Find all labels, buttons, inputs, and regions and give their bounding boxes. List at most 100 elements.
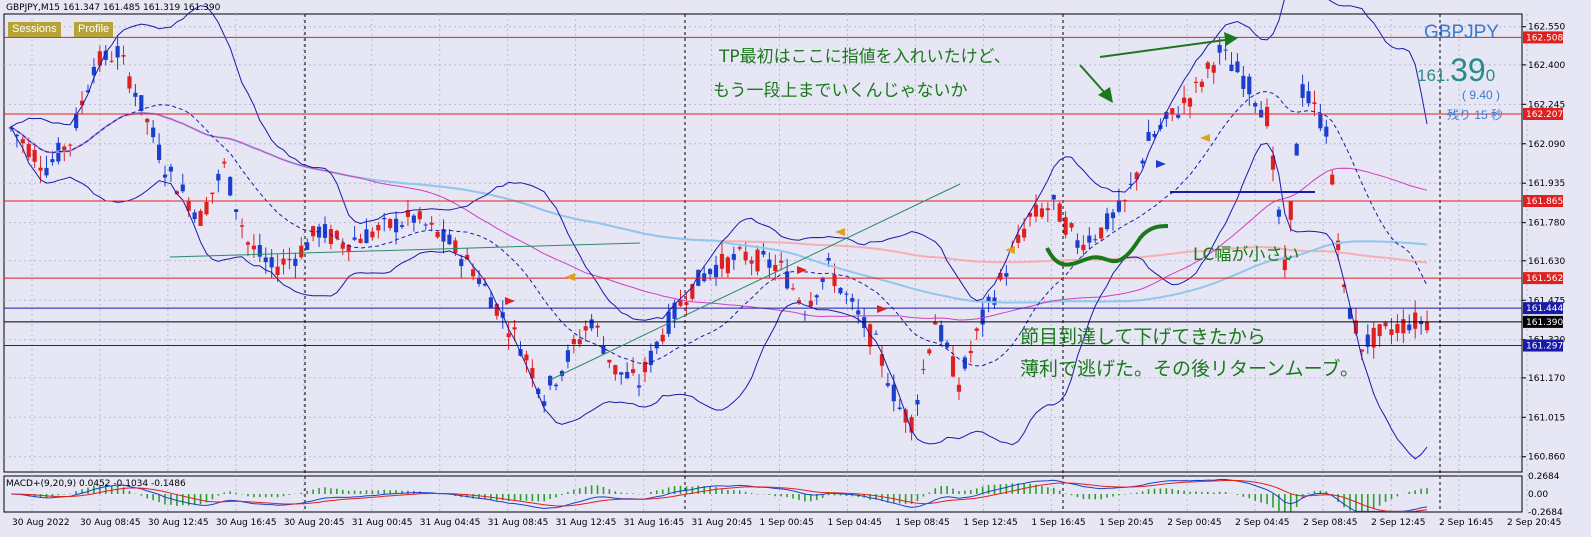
bollinger-upper: [10, 0, 1428, 321]
x-tick-label: 1 Sep 12:45: [963, 518, 1017, 528]
bollinger-mid: [10, 91, 1428, 367]
candle-body: [850, 298, 855, 302]
candle-body: [619, 372, 624, 375]
annotation-arrow: [1079, 64, 1106, 94]
macd-label: MACD+(9,20,9) 0.0452 -0.1034 -0.1486: [6, 479, 186, 489]
y-tick-label: 161.630: [1528, 257, 1565, 267]
candle-body: [121, 55, 126, 57]
candle-body: [625, 371, 630, 379]
signal-arrow: [835, 228, 845, 236]
candle-body: [1193, 81, 1199, 83]
candle-body: [287, 258, 292, 261]
candle-body: [856, 310, 861, 315]
candle-body: [565, 350, 570, 362]
x-tick-label: 2 Sep 12:45: [1371, 518, 1425, 528]
candle-body: [844, 293, 849, 295]
candle-body: [1211, 65, 1216, 73]
candle-body: [1306, 91, 1311, 104]
candle-body: [1116, 200, 1122, 212]
candle-body: [1318, 113, 1323, 129]
candle-body: [921, 368, 926, 370]
price-level-tag: [1523, 107, 1563, 120]
candle-body: [340, 243, 345, 249]
candle-body: [897, 407, 902, 410]
candle-body: [631, 369, 636, 373]
y-tick-label: 160.860: [1528, 453, 1565, 463]
candle-body: [660, 334, 665, 342]
profile-button[interactable]: Profile: [74, 22, 114, 37]
candle-body: [20, 139, 25, 144]
x-tick-label: 2 Sep 16:45: [1439, 518, 1493, 528]
candle-body: [808, 300, 813, 307]
candle-body: [38, 167, 43, 171]
candle-body: [1330, 174, 1335, 185]
candle-body: [109, 60, 114, 62]
candle-body: [589, 319, 594, 329]
candle-body: [234, 209, 239, 213]
candle-body: [352, 237, 357, 240]
signal-arrow: [1200, 134, 1210, 142]
candle-body: [992, 297, 997, 305]
candle-body: [595, 325, 600, 328]
candle-body: [1282, 257, 1287, 271]
candle-body: [790, 288, 796, 290]
candle-body: [909, 417, 914, 433]
candle-body: [1122, 200, 1127, 202]
candle-body: [708, 269, 713, 275]
candle-body: [151, 127, 156, 138]
candle-body: [79, 100, 85, 106]
candle-body: [542, 401, 547, 406]
candle-body: [761, 250, 766, 255]
candle-body: [471, 269, 476, 277]
candle-body: [328, 229, 333, 245]
candle-body: [281, 258, 286, 265]
y-tick-label: 161.170: [1528, 374, 1565, 384]
candle-body: [322, 224, 328, 238]
candle-body: [1270, 155, 1276, 170]
candle-body: [998, 272, 1003, 280]
candle-body: [447, 234, 452, 245]
candle-body: [394, 218, 399, 233]
candle-body: [571, 339, 576, 345]
candle-body: [44, 167, 49, 176]
candle-body: [210, 192, 215, 195]
candle-body: [1347, 308, 1353, 319]
candle-body: [1229, 64, 1234, 72]
quote-pips: 39: [1450, 52, 1486, 88]
candle-body: [382, 217, 387, 220]
candle-body: [601, 345, 606, 354]
candle-body: [636, 385, 642, 388]
candle-body: [1276, 209, 1281, 217]
x-tick-label: 2 Sep 08:45: [1303, 518, 1357, 528]
candle-body: [358, 238, 363, 243]
macd-y-tick-label: -0.2684: [1528, 508, 1563, 518]
candle-body: [1365, 334, 1370, 347]
candle-body: [198, 210, 203, 226]
candle-body: [1027, 212, 1033, 217]
candle-body: [1140, 160, 1145, 164]
candle-body: [779, 260, 784, 263]
candle-body: [826, 258, 831, 261]
candle-body: [1033, 204, 1039, 217]
candle-body: [85, 90, 91, 93]
annotation-curve: [1045, 224, 1169, 267]
candle-body: [180, 184, 185, 192]
candle-body: [986, 296, 991, 303]
sessions-button[interactable]: Sessions: [8, 22, 61, 37]
candle-body: [814, 295, 819, 298]
candle-body: [32, 150, 37, 162]
candle-body: [174, 191, 179, 195]
candle-body: [1063, 217, 1068, 235]
x-tick-label: 30 Aug 08:45: [80, 518, 141, 528]
candle-body: [731, 254, 736, 260]
candle-body: [684, 302, 689, 306]
candle-body: [435, 231, 440, 238]
candle-body: [767, 259, 772, 268]
candle-body: [441, 229, 446, 242]
candle-body: [399, 225, 405, 227]
price-level-label: 161.390: [1526, 318, 1563, 328]
candle-body: [832, 274, 837, 287]
candle-body: [1164, 112, 1169, 119]
candle-body: [1110, 212, 1116, 219]
candle-body: [91, 66, 96, 76]
